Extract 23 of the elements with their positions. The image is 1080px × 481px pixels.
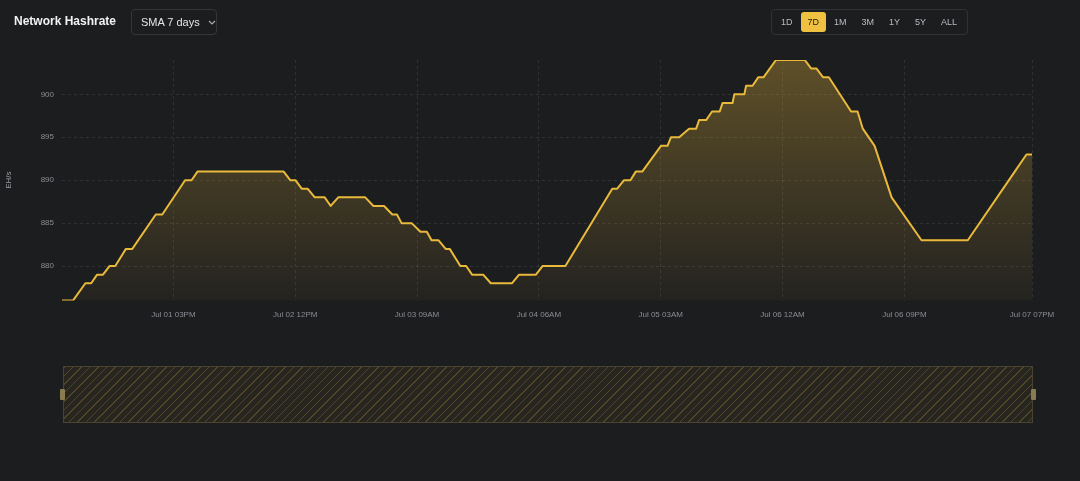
chart-title: Network Hashrate bbox=[14, 14, 117, 28]
text: 3M bbox=[860, 16, 876, 29]
x-tick-label: Jul 02 12PM bbox=[272, 310, 318, 320]
x-tick-label: Jul 04 06AM bbox=[516, 310, 562, 320]
text: ALL bbox=[940, 16, 959, 29]
y-tick-label: 885 bbox=[40, 218, 55, 228]
y-tick-label: 895 bbox=[40, 132, 55, 142]
y-axis-title: EH/s bbox=[4, 171, 13, 189]
x-tick-label: Jul 07 07PM bbox=[1009, 310, 1055, 320]
x-tick-label: Jul 06 12AM bbox=[760, 310, 806, 320]
x-tick-label: Jul 03 09AM bbox=[394, 310, 440, 320]
text: 1M bbox=[833, 16, 848, 29]
text: 7D bbox=[800, 12, 827, 32]
y-tick-label: 890 bbox=[40, 175, 55, 185]
text: 5Y bbox=[914, 16, 928, 29]
text: 1D bbox=[780, 16, 794, 29]
chart-subtitle: SMA 7 days bbox=[141, 16, 200, 28]
x-tick-label: Jul 01 03PM bbox=[151, 310, 196, 320]
x-tick-label: Jul 06 09PM bbox=[882, 310, 927, 320]
y-tick-label: 880 bbox=[40, 261, 55, 271]
x-tick-label: Jul 05 03AM bbox=[638, 310, 684, 320]
text: 1Y bbox=[888, 16, 902, 29]
y-tick-label: 900 bbox=[40, 89, 55, 99]
